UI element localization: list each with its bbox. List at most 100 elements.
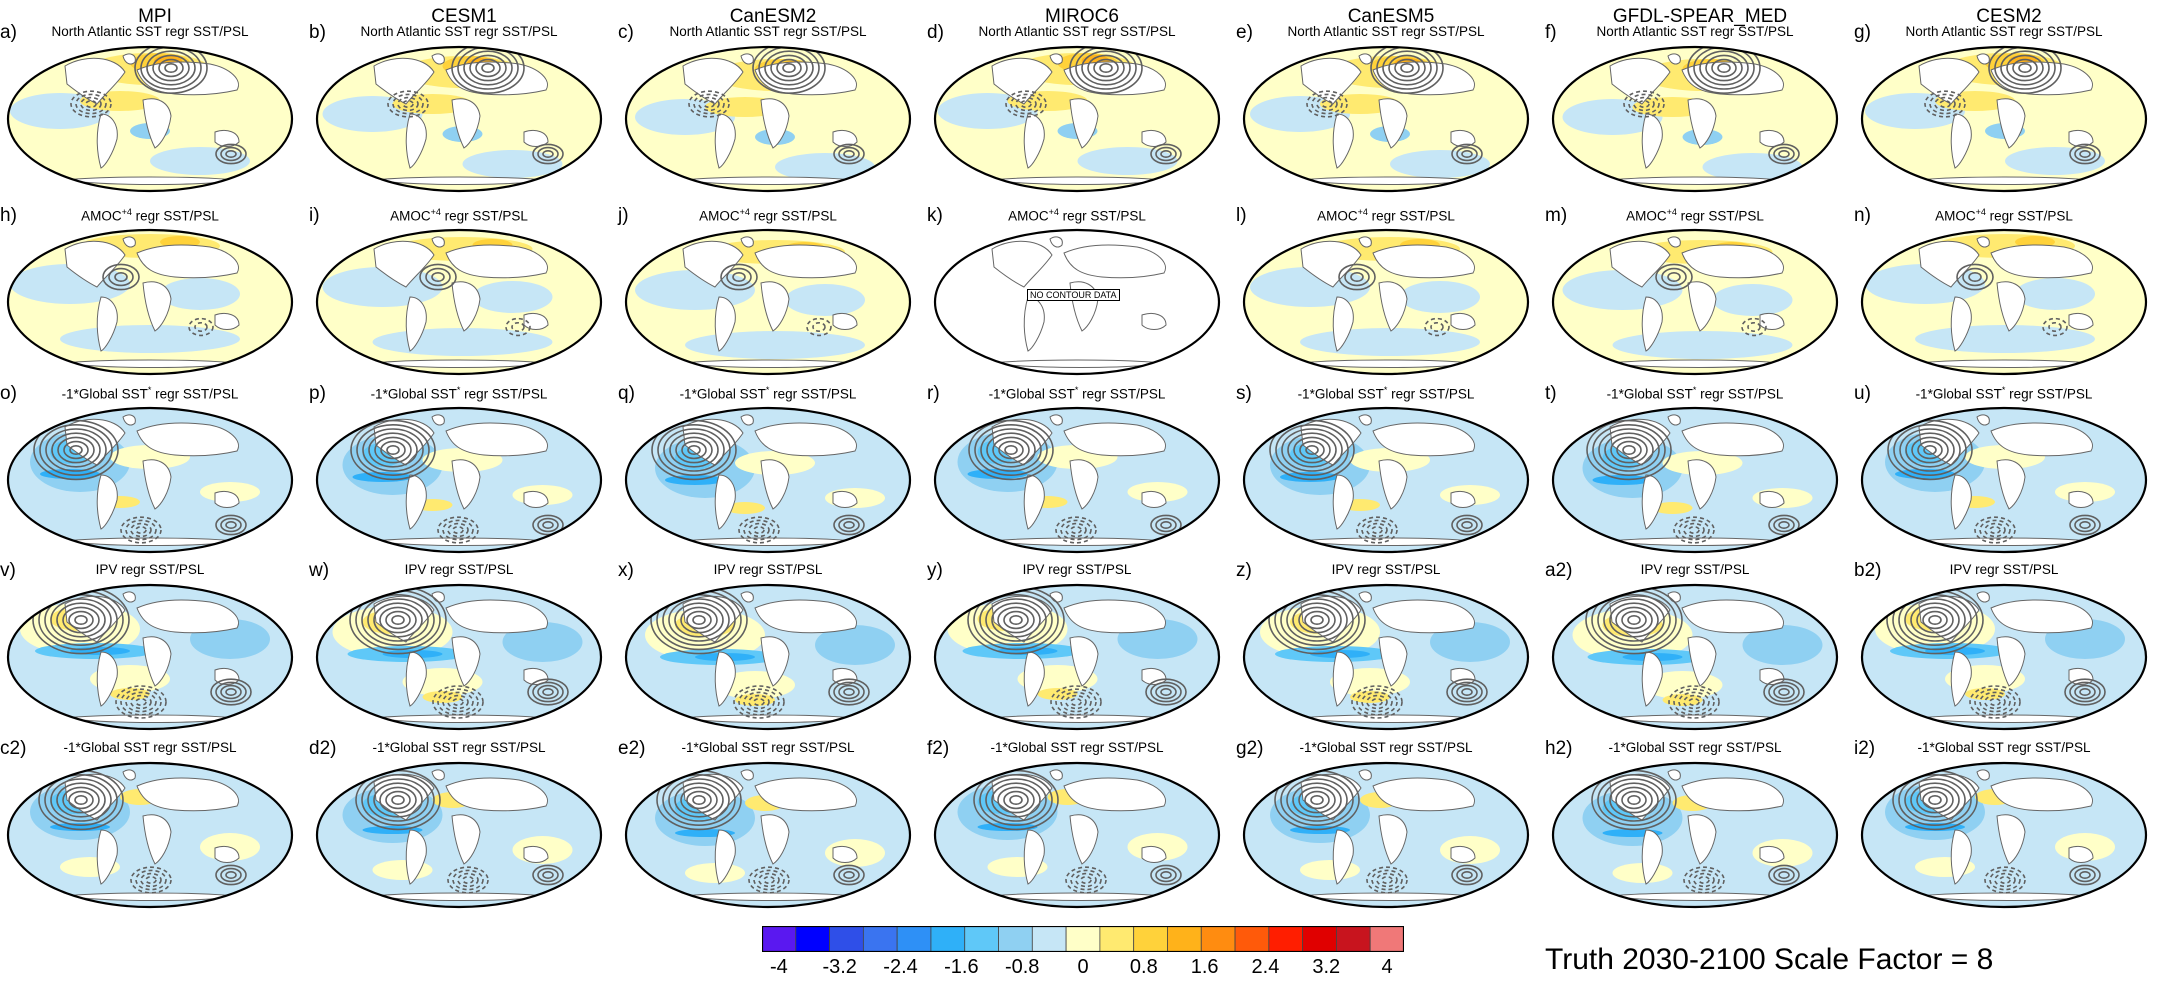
colorbar-tick: 4	[1381, 956, 1393, 978]
psl-contour	[748, 866, 790, 894]
psl-contour	[843, 150, 855, 159]
psl-contour	[758, 872, 780, 888]
psl-contour	[1344, 267, 1370, 287]
psl-contour	[1916, 606, 1954, 634]
psl-contour	[726, 267, 752, 287]
psl-contour	[532, 864, 564, 886]
psl-contour	[1070, 869, 1102, 891]
map-border	[1551, 406, 1839, 554]
panel-label: x)	[618, 560, 634, 581]
psl-contour	[770, 54, 808, 82]
map-panel: j) AMOC+4 regr SST/PSL	[618, 205, 918, 380]
panel-title: North Atlantic SST regr SST/PSL	[669, 24, 867, 39]
colorbar-tick: 0	[1077, 956, 1089, 978]
psl-contour	[764, 50, 814, 86]
psl-contour	[1451, 681, 1483, 703]
sst-anomaly	[150, 147, 250, 175]
coastline	[760, 814, 790, 865]
coastline	[1141, 312, 1167, 330]
psl-contour	[452, 869, 484, 891]
psl-contour	[1060, 519, 1092, 541]
coastline	[142, 636, 172, 687]
panel-label: f)	[1545, 22, 1557, 43]
psl-contour	[140, 47, 202, 90]
psl-contour	[1693, 47, 1755, 90]
psl-contour	[1070, 698, 1082, 707]
psl-contour	[215, 681, 247, 703]
psl-contour	[806, 317, 832, 337]
coastline	[1049, 236, 1063, 248]
psl-contour	[1717, 62, 1731, 73]
coastline	[431, 769, 445, 781]
column-header: MIROC6	[1045, 6, 1119, 27]
map-svg	[1242, 45, 1530, 193]
psl-contour	[115, 685, 167, 719]
map-border	[315, 45, 603, 193]
map-border	[315, 406, 603, 554]
sst-anomaly	[815, 625, 895, 665]
psl-contour	[1627, 794, 1641, 805]
psl-contour	[1989, 526, 2001, 535]
coastline	[754, 422, 857, 457]
psl-contour	[2079, 521, 2091, 530]
psl-contour	[1366, 694, 1388, 710]
psl-contour	[437, 688, 479, 716]
psl-contour	[843, 688, 855, 697]
map-svg	[1242, 228, 1530, 376]
psl-contour	[1316, 96, 1338, 112]
coastline	[740, 53, 754, 65]
coastline	[1990, 422, 2093, 457]
psl-contour	[1050, 685, 1102, 719]
psl-contour	[114, 271, 128, 282]
psl-contour	[663, 428, 725, 472]
psl-contour	[1768, 864, 1800, 886]
psl-contour	[130, 522, 152, 538]
coastline	[1687, 281, 1717, 332]
colorbar-tick: -4	[769, 956, 788, 978]
coastline	[1450, 129, 1476, 147]
coastline	[740, 769, 754, 781]
psl-contour	[70, 90, 112, 118]
psl-contour	[763, 876, 775, 885]
panel-title: IPV regr SST/PSL	[1949, 562, 2059, 577]
psl-contour	[505, 317, 531, 337]
coastline	[1069, 98, 1099, 149]
coastline	[2068, 845, 2094, 863]
psl-contour	[367, 778, 429, 822]
psl-contour	[687, 444, 701, 455]
psl-contour	[693, 93, 725, 115]
map-border	[1551, 583, 1839, 731]
psl-contour	[527, 678, 569, 706]
psl-contour	[1989, 698, 2001, 707]
coastline	[1141, 490, 1167, 508]
sst-anomaly	[1612, 331, 1793, 359]
psl-contour	[974, 423, 1048, 477]
coastline	[754, 244, 857, 279]
column-header: MPI	[138, 6, 172, 27]
coastline	[1950, 474, 1972, 530]
panel-label: g2)	[1236, 738, 1264, 759]
psl-contour	[1621, 790, 1647, 810]
psl-contour	[225, 871, 237, 880]
psl-contour	[743, 691, 775, 713]
coastline	[1358, 414, 1372, 426]
panel-title: North Atlantic SST regr SST/PSL	[1287, 24, 1485, 39]
psl-contour	[452, 526, 464, 535]
map-panel: v) IPV regr SST/PSL	[0, 560, 300, 735]
map-border	[6, 228, 294, 376]
psl-contour	[1683, 866, 1725, 894]
coastline	[1049, 414, 1063, 426]
psl-contour	[1310, 614, 1324, 625]
psl-contour	[838, 867, 860, 883]
psl-contour	[56, 782, 106, 818]
map-svg	[933, 583, 1221, 731]
coastline	[1450, 490, 1476, 508]
map-panel: c) North Atlantic SST regr SST/PSL	[618, 22, 918, 197]
coastline	[2068, 312, 2094, 330]
psl-contour	[1615, 786, 1653, 814]
psl-contour	[1988, 47, 2062, 95]
panel-label: d)	[927, 22, 944, 43]
psl-contour	[1280, 773, 1354, 827]
psl-contour	[992, 436, 1030, 464]
